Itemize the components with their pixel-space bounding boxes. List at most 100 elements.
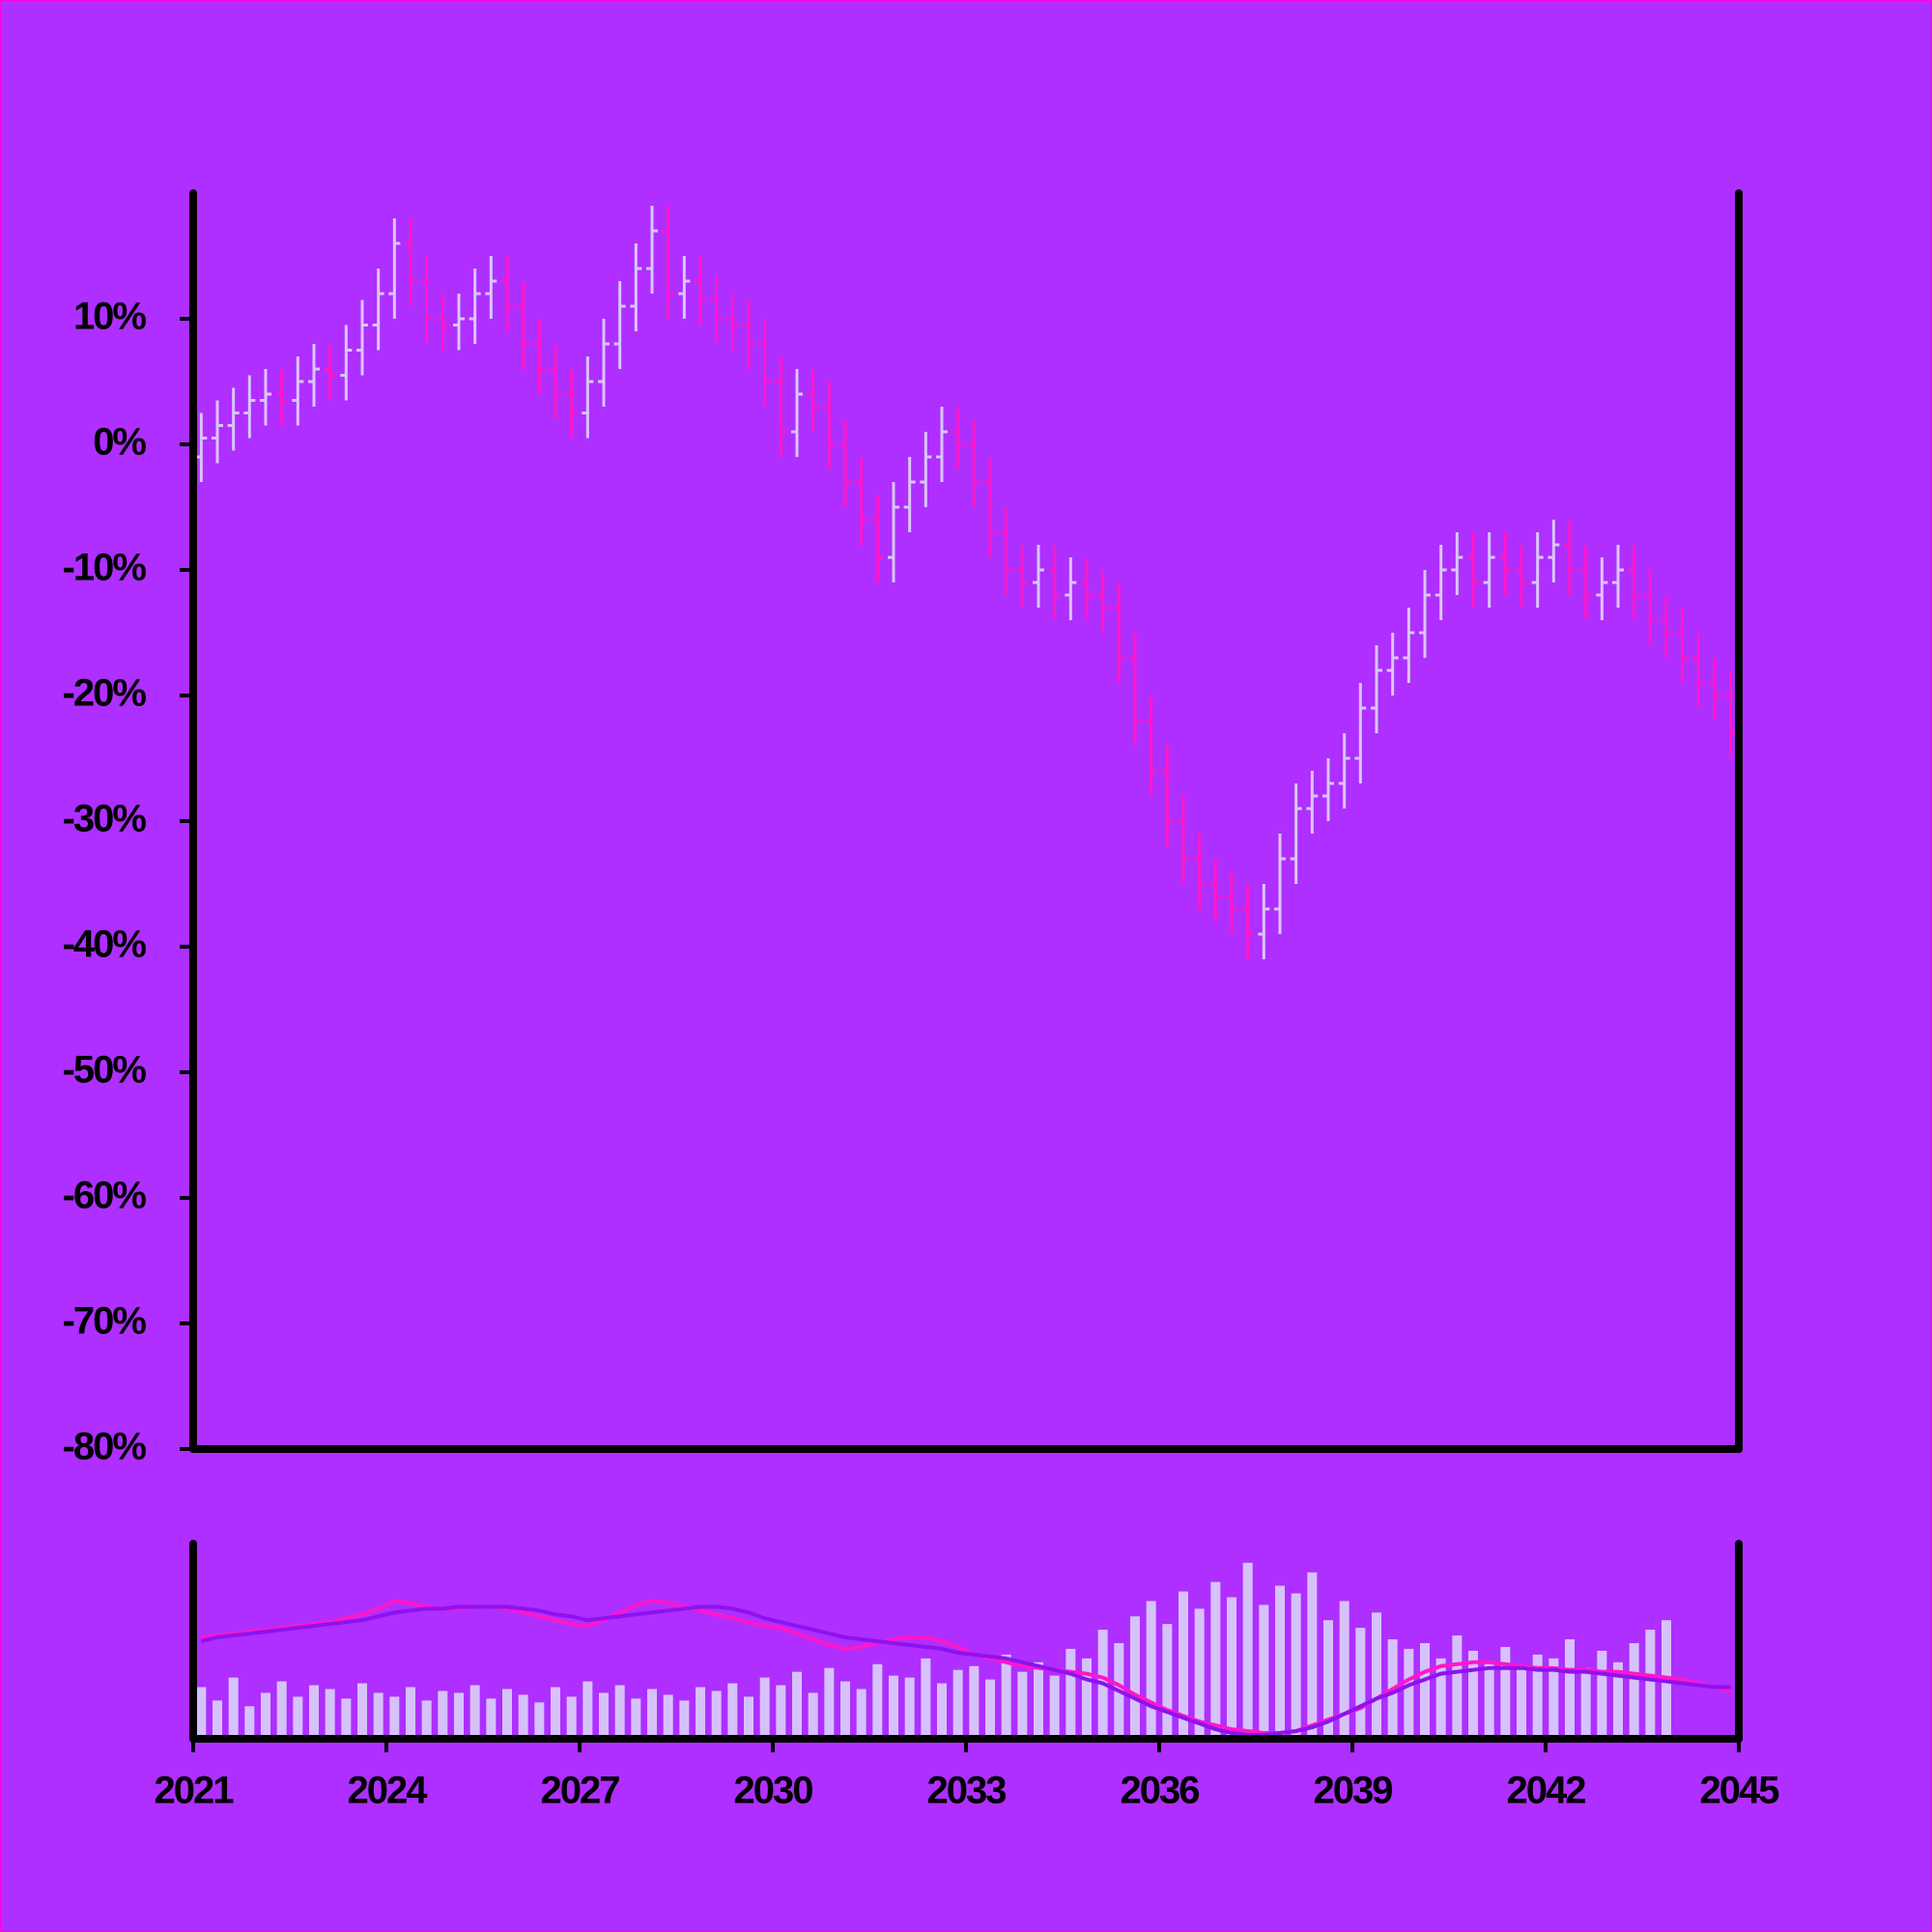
volume-bar xyxy=(889,1675,898,1735)
volume-bar xyxy=(679,1700,690,1735)
volume-bar xyxy=(872,1663,883,1735)
volume-bar xyxy=(1227,1597,1236,1735)
volume-bar xyxy=(1130,1616,1140,1735)
volume-bar xyxy=(631,1698,641,1735)
volume-bar xyxy=(1468,1650,1478,1735)
volume-bar xyxy=(759,1677,770,1735)
volume-bar xyxy=(1275,1585,1285,1735)
volume-bar xyxy=(1065,1648,1076,1735)
volume-bar xyxy=(1500,1646,1511,1735)
volume-bar xyxy=(937,1683,947,1735)
volume-bar xyxy=(1404,1648,1414,1735)
volume-bar xyxy=(1146,1601,1156,1735)
x-tick-label: 2045 xyxy=(1700,1770,1780,1812)
y-tick-label: -30% xyxy=(63,798,147,840)
volume-bar xyxy=(309,1685,319,1735)
x-tick-label: 2024 xyxy=(348,1770,429,1812)
x-tick-label: 2021 xyxy=(155,1770,235,1812)
volume-bar xyxy=(1179,1591,1188,1735)
price-panel xyxy=(195,206,1737,959)
volume-bar xyxy=(969,1665,980,1735)
y-tick-label: 10% xyxy=(73,296,146,338)
volume-bar xyxy=(438,1690,448,1735)
volume-bar xyxy=(1082,1658,1092,1735)
volume-bar xyxy=(1532,1654,1543,1735)
volume-bar xyxy=(421,1700,432,1735)
volume-bar xyxy=(357,1683,367,1735)
y-tick-label: -20% xyxy=(63,672,147,715)
volume-bar xyxy=(1548,1658,1559,1735)
volume-bar xyxy=(341,1698,352,1735)
volume-bar xyxy=(261,1692,270,1735)
volume-bar xyxy=(1242,1562,1253,1735)
volume-bar xyxy=(1355,1628,1366,1735)
y-tick-label: -50% xyxy=(63,1049,147,1092)
volume-bar xyxy=(1597,1650,1607,1735)
volume-bar xyxy=(196,1687,207,1735)
volume-bar xyxy=(727,1683,738,1735)
volume-bar xyxy=(454,1692,464,1735)
volume-bar xyxy=(566,1696,577,1735)
volume-bar xyxy=(599,1692,609,1735)
volume-bar xyxy=(276,1681,287,1735)
x-tick-label: 2039 xyxy=(1314,1770,1393,1812)
volume-bar xyxy=(406,1687,415,1735)
volume-bar xyxy=(389,1696,400,1735)
volume-bar xyxy=(1339,1601,1350,1735)
x-tick-label: 2042 xyxy=(1507,1770,1586,1812)
volume-bar xyxy=(469,1685,480,1735)
volume-panel xyxy=(196,1562,1732,1737)
volume-bar xyxy=(1323,1620,1333,1735)
volume-bar xyxy=(744,1696,753,1735)
volume-bar xyxy=(1452,1635,1463,1735)
volume-bar xyxy=(696,1687,705,1735)
volume-bar xyxy=(952,1669,963,1735)
volume-bar xyxy=(1420,1642,1430,1735)
volume-bar xyxy=(840,1681,850,1735)
volume-bar xyxy=(792,1671,802,1735)
y-tick-label: -60% xyxy=(63,1175,147,1217)
x-tick-label: 2033 xyxy=(927,1770,1007,1812)
volume-bar xyxy=(614,1685,625,1735)
volume-bar xyxy=(663,1694,673,1735)
volume-bar xyxy=(1517,1665,1526,1735)
volume-bar xyxy=(1307,1572,1318,1735)
volume-bar xyxy=(1034,1662,1043,1735)
y-tick-label: -10% xyxy=(63,547,147,589)
x-tick-label: 2027 xyxy=(541,1770,620,1812)
volume-bar xyxy=(1162,1624,1173,1735)
volume-bar xyxy=(228,1677,239,1735)
volume-bar xyxy=(325,1689,335,1735)
volume-bar xyxy=(293,1696,303,1735)
volume-bar xyxy=(1194,1608,1205,1735)
volume-bar xyxy=(904,1677,915,1735)
volume-bar xyxy=(1291,1593,1301,1735)
volume-bar xyxy=(856,1689,867,1735)
volume-bar xyxy=(373,1692,384,1735)
volume-bar xyxy=(1565,1639,1575,1735)
volume-bar xyxy=(534,1702,545,1735)
volume-bar xyxy=(824,1667,835,1735)
volume-bar xyxy=(213,1700,222,1735)
y-tick-label: -40% xyxy=(63,923,147,966)
volume-bar xyxy=(985,1679,995,1735)
volume-bar xyxy=(518,1694,528,1735)
y-tick-label: -80% xyxy=(63,1426,147,1468)
volume-bar xyxy=(1259,1605,1269,1735)
volume-bar xyxy=(1049,1675,1060,1735)
volume-bar xyxy=(551,1687,560,1735)
volume-bar xyxy=(711,1690,722,1735)
volume-bar xyxy=(776,1685,786,1735)
y-tick-label: -70% xyxy=(63,1300,147,1343)
volume-bar xyxy=(1210,1581,1221,1735)
volume-bar xyxy=(921,1658,931,1735)
volume-bar xyxy=(244,1706,255,1735)
volume-line xyxy=(200,1605,1731,1737)
axes: -80% -70% -60% -50% -40% -30% -20% -10% 0% 10% 202… xyxy=(63,189,1781,1812)
volume-bar xyxy=(647,1689,657,1735)
x-tick-label: 2036 xyxy=(1121,1770,1200,1812)
volume-bar xyxy=(1484,1662,1494,1735)
volume-bar xyxy=(1613,1662,1623,1735)
